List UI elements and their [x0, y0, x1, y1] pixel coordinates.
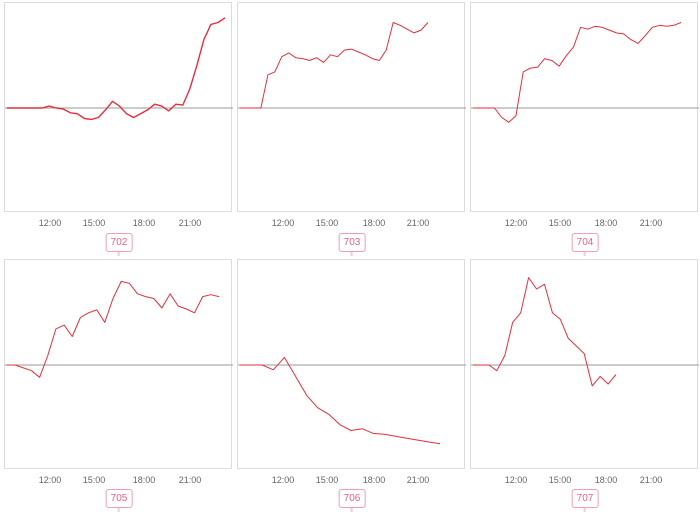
x-tick-label: 18:00 [362, 218, 386, 228]
series-line [240, 22, 429, 109]
x-tick-label: 21:00 [178, 475, 202, 485]
line-chart [5, 17, 233, 121]
x-tick-label: 18:00 [132, 218, 156, 228]
x-tick-label: 12:00 [504, 475, 528, 485]
x-tick-label: 21:00 [639, 218, 663, 228]
x-tick-label: 12:00 [38, 218, 62, 228]
x-tick-label: 21:00 [178, 218, 202, 228]
x-tick-label: 12:00 [271, 218, 295, 228]
chart-panel-702 [4, 2, 233, 212]
chart-id-badge[interactable]: 704 [571, 233, 599, 252]
chart-panel-705 [4, 259, 233, 469]
x-tick-label: 12:00 [271, 475, 295, 485]
series-line [473, 277, 617, 387]
x-tick-label: 15:00 [548, 475, 572, 485]
series-line [240, 356, 441, 445]
x-tick-label: 15:00 [315, 218, 339, 228]
x-tick-label: 21:00 [406, 475, 430, 485]
x-tick-label: 12:00 [504, 218, 528, 228]
line-chart [471, 22, 699, 123]
chart-id-badge[interactable]: 702 [105, 233, 133, 252]
series-line [7, 280, 220, 378]
x-tick-label: 21:00 [406, 218, 430, 228]
x-tick-label: 15:00 [548, 218, 572, 228]
chart-id-badge[interactable]: 705 [105, 489, 133, 508]
line-chart [238, 22, 466, 109]
x-tick-label: 18:00 [362, 475, 386, 485]
x-tick-label: 18:00 [132, 475, 156, 485]
chart-panel-707 [470, 259, 699, 469]
chart-id-badge[interactable]: 707 [571, 489, 599, 508]
x-tick-label: 18:00 [594, 475, 618, 485]
series-line [7, 17, 226, 121]
chart-panel-706 [237, 259, 466, 469]
chart-panel-704 [470, 2, 699, 212]
series-line [473, 22, 682, 123]
x-tick-label: 18:00 [594, 218, 618, 228]
chart-id-badge[interactable]: 703 [338, 233, 366, 252]
x-tick-label: 12:00 [38, 475, 62, 485]
x-tick-label: 21:00 [639, 475, 663, 485]
chart-panel-703 [237, 2, 466, 212]
line-chart [238, 356, 466, 445]
x-tick-label: 15:00 [82, 218, 106, 228]
line-chart [471, 277, 699, 387]
line-chart [5, 280, 233, 378]
chart-id-badge[interactable]: 706 [338, 489, 366, 508]
x-tick-label: 15:00 [315, 475, 339, 485]
x-tick-label: 15:00 [82, 475, 106, 485]
